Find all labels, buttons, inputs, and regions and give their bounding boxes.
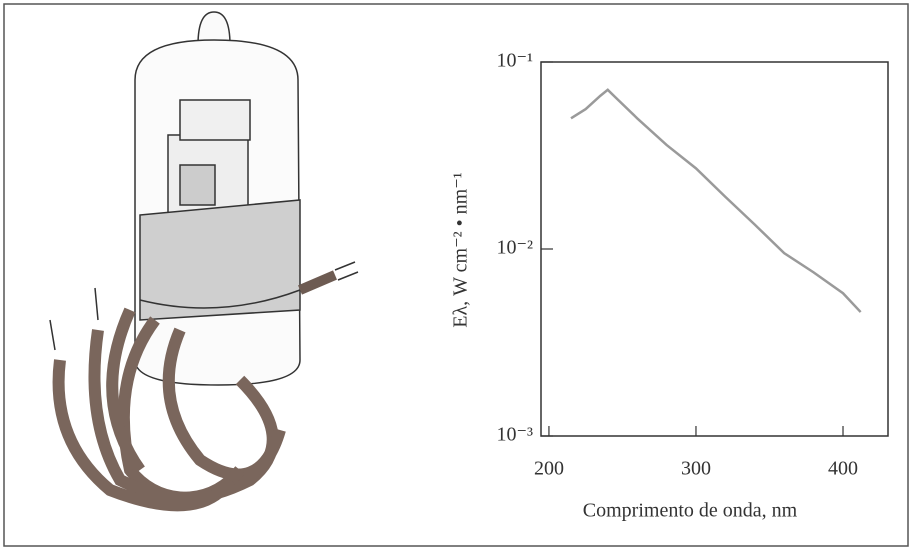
x-tick-label: 300 <box>681 458 711 480</box>
x-tick-label: 400 <box>828 458 858 480</box>
y-axis-title: Eλ, W cm⁻² • nm⁻¹ <box>450 172 472 328</box>
data-line <box>571 90 861 312</box>
figure: Comprimento de onda, nm Eλ, W cm⁻² • nm⁻… <box>0 0 913 551</box>
plot-frame <box>541 62 888 436</box>
lamp-illustration <box>50 12 358 505</box>
x-axis-title: Comprimento de onda, nm <box>583 500 798 522</box>
y-tick-label: 10⁻¹ <box>496 50 533 72</box>
y-tick-label: 10⁻³ <box>496 424 533 446</box>
y-tick-label: 10⁻² <box>496 237 533 259</box>
x-tick-label: 200 <box>534 458 564 480</box>
